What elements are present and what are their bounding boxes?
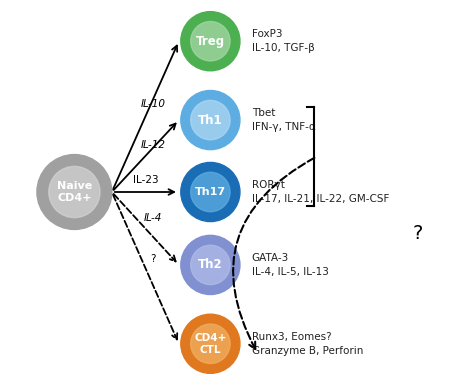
Text: IL-12: IL-12	[141, 140, 166, 150]
Text: Treg: Treg	[196, 35, 225, 48]
Text: ?: ?	[412, 224, 422, 243]
Circle shape	[191, 22, 230, 61]
Text: CD4+
CTL: CD4+ CTL	[194, 333, 227, 354]
Circle shape	[181, 235, 240, 295]
Text: RORγt
IL-17, IL-21, IL-22, GM-CSF: RORγt IL-17, IL-21, IL-22, GM-CSF	[252, 180, 389, 204]
Text: Th1: Th1	[198, 114, 223, 127]
FancyArrowPatch shape	[233, 158, 314, 349]
Circle shape	[191, 172, 230, 212]
Text: ?: ?	[150, 254, 156, 264]
Circle shape	[181, 162, 240, 222]
Text: Naive
CD4+: Naive CD4+	[57, 181, 92, 203]
Text: GATA-3
IL-4, IL-5, IL-13: GATA-3 IL-4, IL-5, IL-13	[252, 253, 328, 277]
Circle shape	[49, 166, 100, 218]
Text: IL-4: IL-4	[144, 213, 163, 223]
Text: Th17: Th17	[195, 187, 226, 197]
Text: IL-23: IL-23	[133, 175, 158, 185]
Text: Runx3, Eomes?
Granzyme B, Perforin: Runx3, Eomes? Granzyme B, Perforin	[252, 332, 363, 356]
Text: FoxP3
IL-10, TGF-β: FoxP3 IL-10, TGF-β	[252, 29, 315, 53]
Circle shape	[191, 324, 230, 364]
Circle shape	[191, 100, 230, 140]
Text: IL-10: IL-10	[141, 99, 166, 109]
Circle shape	[181, 314, 240, 373]
Text: Th2: Th2	[198, 258, 223, 271]
Circle shape	[181, 12, 240, 71]
Text: Tbet
IFN-γ, TNF-α: Tbet IFN-γ, TNF-α	[252, 108, 316, 132]
Circle shape	[191, 245, 230, 285]
Circle shape	[37, 154, 112, 230]
Circle shape	[181, 91, 240, 150]
